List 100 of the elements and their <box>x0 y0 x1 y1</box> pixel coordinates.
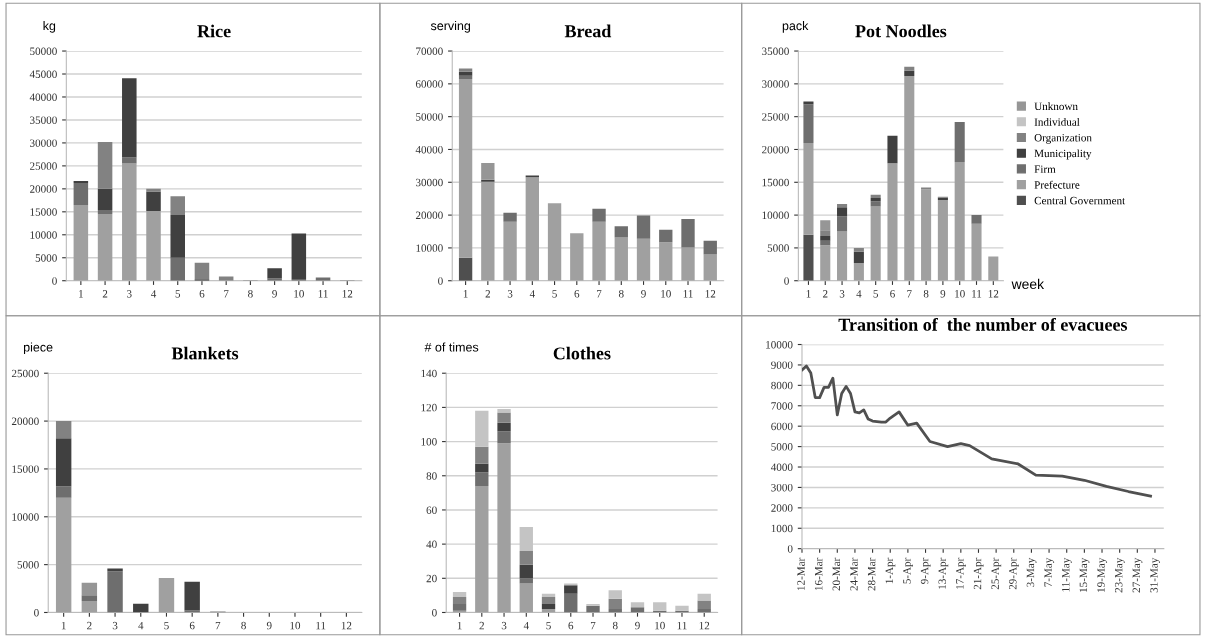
bar <box>458 78 473 258</box>
x-tick-label: 2 <box>485 290 490 298</box>
bar <box>803 234 814 281</box>
x-tick-label: 20-Mar <box>832 557 841 591</box>
bar <box>636 238 651 281</box>
bar <box>803 142 814 235</box>
x-tick-label: 10 <box>290 621 301 630</box>
y-tick-label: 40000 <box>29 93 57 101</box>
x-tick-label: 3 <box>507 290 513 298</box>
y-tick-label: 35000 <box>762 47 789 55</box>
x-tick-label: 29-Apr <box>1009 557 1019 590</box>
x-tick-label: 5 <box>546 621 551 630</box>
bar <box>904 75 915 281</box>
bar <box>170 196 185 216</box>
bar <box>170 257 185 281</box>
legend-label: Unknown <box>1034 102 1078 111</box>
bar <box>107 571 123 613</box>
x-tick-label: 3 <box>501 621 507 630</box>
bar <box>55 438 72 487</box>
bar <box>81 601 98 613</box>
x-tick-label: 11 <box>677 621 687 630</box>
x-tick-label: 8 <box>923 290 929 298</box>
bar <box>988 256 999 281</box>
x-tick-label: 27-May <box>1132 557 1143 593</box>
bar <box>870 198 881 202</box>
bar <box>497 422 511 432</box>
chart-title: Rice <box>197 24 231 38</box>
bar <box>614 237 628 281</box>
chart-title: Pot Noodles <box>855 24 947 38</box>
x-tick-label: 8 <box>612 621 618 630</box>
bar <box>519 550 533 565</box>
bar <box>458 257 473 281</box>
bar <box>547 203 562 281</box>
x-tick-label: 5 <box>164 621 169 630</box>
x-tick-label: 24-Mar <box>850 557 858 591</box>
y-tick-label: 10000 <box>766 340 793 349</box>
y-tick-label: 15000 <box>30 208 57 216</box>
x-tick-label: 7 <box>590 621 596 630</box>
x-tick-label: 6 <box>568 621 574 630</box>
x-tick-label: 3 <box>112 621 118 630</box>
y-tick-label: 3000 <box>771 483 793 492</box>
x-tick-label: 16-Mar <box>814 557 823 591</box>
x-tick-label: 4 <box>138 621 144 630</box>
bar <box>659 242 673 281</box>
x-tick-label: 3 <box>127 290 132 298</box>
x-tick-label: 12-Mar <box>797 557 805 591</box>
y-tick-label: 70000 <box>416 47 443 55</box>
bar <box>954 161 965 281</box>
bar <box>475 463 489 473</box>
y-tick-label: 0 <box>784 277 789 285</box>
x-tick-label: 17-Apr <box>956 557 966 589</box>
bar <box>870 206 881 281</box>
x-tick-label: 2 <box>87 621 92 630</box>
x-tick-label: 11-May <box>1062 557 1072 592</box>
x-tick-label: 10 <box>294 290 304 298</box>
x-tick-label: 1 <box>457 621 462 630</box>
bar <box>853 263 864 281</box>
x-tick-label: 7-May <box>1044 557 1055 587</box>
x-tick-label: 1 <box>61 621 66 630</box>
bar <box>525 177 539 281</box>
x-tick-label: 1 <box>79 290 83 298</box>
x-tick-label: 5-Apr <box>903 557 913 584</box>
y-tick-label: 0 <box>787 545 793 553</box>
x-tick-label: 1-Apr <box>885 557 896 584</box>
x-tick-label: 12 <box>342 290 353 298</box>
chart-title: Bread <box>564 24 612 38</box>
y-tick-label: 20000 <box>415 211 443 220</box>
bar <box>475 472 489 487</box>
y-tick-label: 5000 <box>771 443 793 451</box>
y-axis-title: # of times <box>424 342 479 352</box>
bar <box>81 595 98 601</box>
bar <box>452 591 467 598</box>
x-tick-label: 23-May <box>1114 557 1125 593</box>
bar <box>97 141 113 189</box>
bar <box>158 578 175 613</box>
x-tick-label: 9 <box>272 290 277 298</box>
bar <box>837 216 848 232</box>
bar <box>904 66 915 71</box>
chart-title: Clothes <box>553 346 611 360</box>
x-tick-label: 3 <box>839 290 845 298</box>
bar <box>97 188 113 210</box>
x-tick-label: 28-Mar <box>867 557 876 591</box>
bar <box>853 251 864 263</box>
y-tick-label: 0 <box>438 277 443 285</box>
x-tick-label: 10 <box>661 290 671 298</box>
bar <box>820 230 831 237</box>
bar <box>475 486 489 613</box>
x-tick-label: 11 <box>318 290 328 298</box>
bar <box>541 597 556 604</box>
x-tick-label: 7 <box>224 290 229 298</box>
y-tick-label: 20000 <box>30 185 57 193</box>
x-tick-label: 8 <box>241 621 246 630</box>
y-tick-label: 5000 <box>767 244 789 252</box>
bar <box>971 223 982 281</box>
y-tick-label: 30000 <box>415 178 443 187</box>
x-tick-label: 2 <box>479 621 484 630</box>
bar <box>703 254 717 281</box>
y-tick-label: 120 <box>421 403 437 412</box>
bar <box>475 446 489 464</box>
bar <box>971 215 982 224</box>
